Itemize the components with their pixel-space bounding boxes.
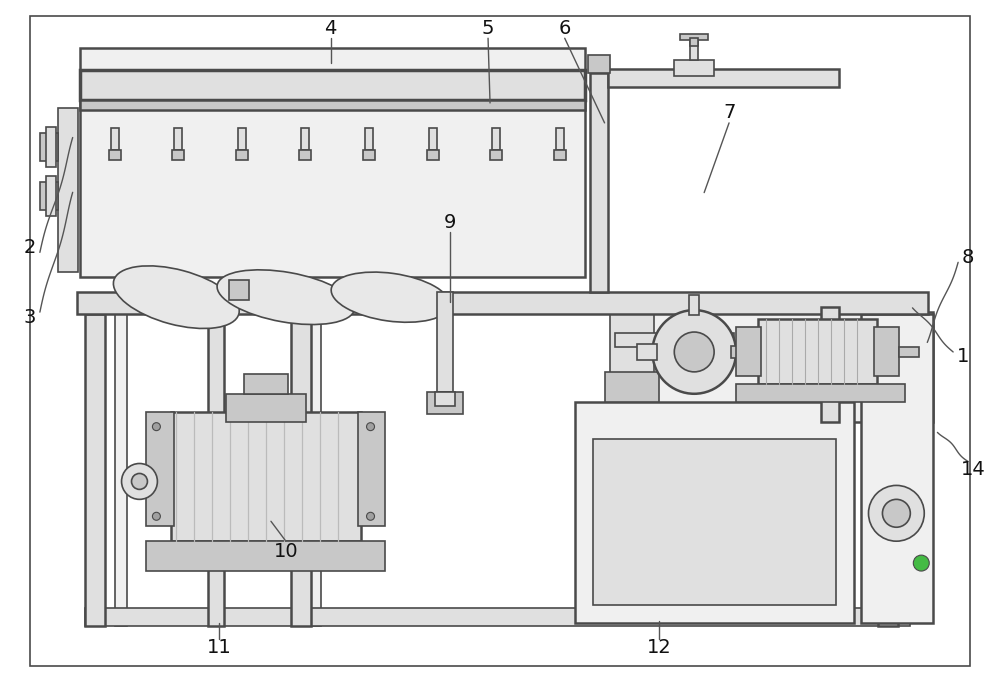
Circle shape [152,512,160,520]
Text: 6: 6 [559,19,571,38]
Text: 9: 9 [444,213,456,232]
Bar [236,150,248,160]
Bar [689,295,699,315]
Bar [556,128,564,150]
Bar [427,391,463,414]
Bar [731,346,761,358]
Text: 7: 7 [723,104,735,123]
Bar [358,412,385,527]
Bar [80,48,585,278]
Bar [238,128,246,150]
Bar [365,128,373,150]
Bar [593,439,836,605]
Bar [109,150,121,160]
Bar [605,372,659,402]
Bar [435,391,455,406]
Bar [874,327,899,376]
Bar [291,314,311,626]
Bar [40,182,58,210]
Bar [115,314,127,626]
Bar [80,70,585,100]
Circle shape [132,473,147,490]
Bar [111,128,119,150]
Bar [174,128,182,150]
Text: 3: 3 [24,308,36,327]
Bar [437,292,453,391]
Ellipse shape [113,266,239,329]
Bar [736,327,761,376]
Bar [588,55,610,73]
Bar [492,128,500,150]
Bar [146,542,385,571]
Bar [208,314,224,626]
Bar [299,150,311,160]
Text: 8: 8 [962,248,974,267]
Bar [46,127,56,166]
Text: 2: 2 [24,238,36,257]
Ellipse shape [217,270,355,325]
Bar [615,333,734,347]
Bar [146,412,174,527]
Bar [171,412,361,542]
Bar [172,150,184,160]
Bar [821,307,839,421]
Bar [58,108,78,272]
Bar [610,314,654,374]
Bar [427,150,439,160]
Bar [861,314,933,623]
Bar [899,347,919,357]
Bar [674,60,714,76]
Circle shape [152,423,160,430]
Bar [80,100,585,110]
Bar [608,69,839,87]
Circle shape [882,499,910,527]
Bar [77,292,928,314]
Bar [229,280,249,300]
Circle shape [652,310,736,394]
Text: 12: 12 [647,638,672,657]
Circle shape [868,486,924,542]
Bar [575,402,854,623]
Bar [690,40,698,60]
Bar [736,384,905,402]
Bar [244,374,288,394]
Text: 4: 4 [325,19,337,38]
Text: 10: 10 [274,542,298,561]
Circle shape [367,423,375,430]
Bar [590,73,608,292]
Bar [311,314,321,626]
Circle shape [674,332,714,372]
Bar [898,314,910,626]
Bar [878,314,898,626]
Bar [680,34,708,40]
Bar [46,176,56,216]
Circle shape [913,555,929,571]
Bar [690,38,698,46]
Circle shape [122,464,157,499]
Bar [226,394,306,421]
Bar [758,319,877,384]
Bar [40,133,58,160]
Bar [554,150,566,160]
Bar [637,344,657,360]
Text: 14: 14 [961,460,985,479]
Bar [429,128,437,150]
Bar [85,314,105,626]
Bar [615,312,933,421]
Text: 5: 5 [482,19,494,38]
Circle shape [367,512,375,520]
Bar [490,150,502,160]
Bar [85,608,898,626]
Text: 1: 1 [957,347,969,366]
Bar [301,128,309,150]
Bar [363,150,375,160]
Ellipse shape [331,272,450,323]
Text: 11: 11 [207,638,232,657]
